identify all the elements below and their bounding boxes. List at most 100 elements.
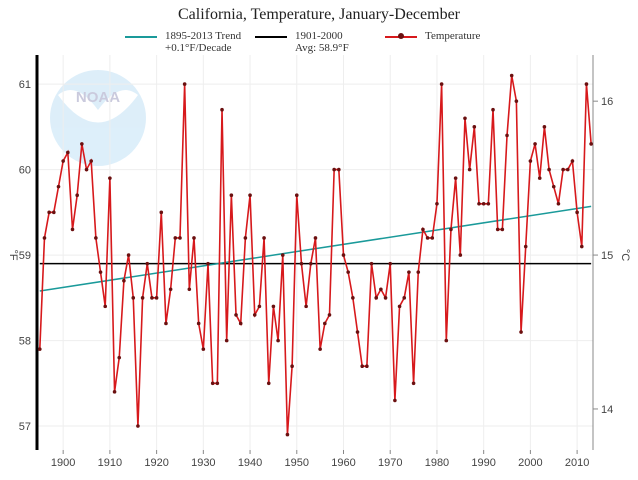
temperature-point [164,321,168,326]
legend-average-swatch [255,36,287,38]
noaa-logo-watermark: NOAA [50,70,146,166]
chart-title: California, Temperature, January-Decembe… [177,6,460,23]
temperature-point [495,227,500,232]
legend-temperature: Temperature [385,30,480,42]
temperature-point [393,398,397,403]
legend-average-label: 1901-2000 [295,30,343,42]
temperature-point [173,236,178,240]
temperature-point [220,107,224,112]
temperature-point [505,133,509,138]
temperature-point [215,381,220,386]
temperature-point [570,159,575,163]
temperature-point [411,381,416,386]
temperature-point [388,261,393,266]
temperature-point [444,338,449,343]
temperature-point [89,159,93,163]
temperature-point [365,364,369,369]
y-axis-label-left: °F [7,249,19,260]
y-right-tick-label: 15 [601,250,613,262]
temperature-point [210,381,215,386]
temperature-point [112,390,117,394]
temperature-point [98,270,103,274]
temperature-point [318,347,322,351]
temperature-point [117,355,122,360]
temperature-point [565,167,570,172]
temperature-point [243,236,248,240]
temperature-point [56,184,61,189]
temperature-point [355,330,360,334]
temperature-point [126,253,131,257]
temperature-point [402,296,407,300]
temperature-point [196,321,201,326]
temperature-point [491,107,495,112]
temperature-point [201,347,206,351]
legend-trend-label: 1895-2013 Trend [165,30,242,42]
x-tick-label: 2010 [565,457,589,469]
temperature-point [285,432,290,437]
y-tick-label: 58 [19,336,31,348]
svg-text:NOAA: NOAA [76,89,120,106]
y-tick-label: 61 [19,79,31,91]
x-tick-label: 1980 [425,457,449,469]
temperature-point [467,167,472,172]
temperature-point [407,270,411,274]
y-tick-label: 57 [19,421,31,433]
temperature-point [266,381,271,386]
temperature-point [182,82,187,86]
temperature-point [528,159,533,163]
temperature-point [425,236,430,240]
temperature-point [542,125,547,129]
temperature-point [257,304,262,309]
temperature-point [122,278,126,283]
temperature-point [383,296,388,300]
x-tick-label: 1960 [331,457,355,469]
temperature-point [238,321,243,326]
temperature-point [276,338,280,343]
temperature-point [379,287,383,292]
temperature-point [430,236,435,240]
temperature-point [579,244,584,249]
temperature-point [374,296,379,300]
temperature-point [323,321,327,326]
temperature-point [168,287,173,292]
legend-temperature-marker [398,33,404,39]
temperature-point [103,304,108,309]
temperature-point [224,338,229,343]
temperature-point [369,261,374,266]
legend-trend: 1895-2013 Trend +0.1°F/Decade [125,30,241,54]
x-tick-label: 1930 [191,457,215,469]
temperature-point [346,270,350,274]
temperature-point [523,244,528,249]
temperature-point [337,167,341,172]
legend-trend-swatch [125,36,157,38]
temperature-point [248,193,252,198]
temperature-point [42,236,47,240]
temperature-point [458,253,463,257]
temperature-point [140,296,145,300]
temperature-point [439,82,444,86]
temperature-point [313,236,318,240]
temperature-point [150,296,154,300]
temperature-point [416,270,421,274]
temperature-point [84,167,89,172]
temperature-point [327,313,332,317]
temperature-point [477,201,481,206]
temperature-point [108,176,112,180]
temperature-point [234,313,238,317]
temperature-point [449,227,453,232]
y-right-tick-label: 16 [601,96,613,108]
temperature-point [360,364,364,369]
temperature-point [472,125,477,129]
temperature-point [47,210,51,215]
temperature-point [66,150,70,155]
temperature-point [94,236,98,240]
temperature-point [229,193,234,198]
x-tick-label: 1950 [285,457,309,469]
temperature-point [38,347,42,351]
temperature-point [537,176,542,180]
temperature-point [206,261,210,266]
temperature-point [131,296,136,300]
temperature-point [299,261,304,266]
temperature-point [154,296,159,300]
